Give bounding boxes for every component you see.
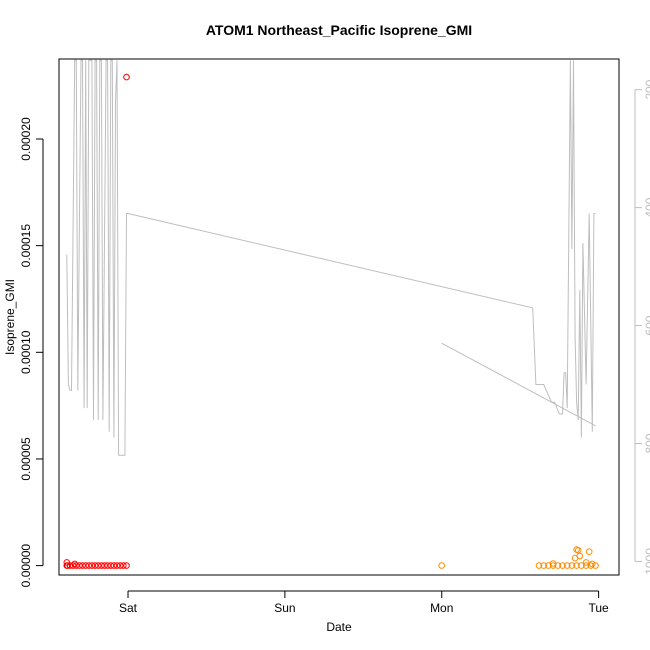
data-point	[123, 562, 130, 569]
y2-tick-label: 1000	[643, 548, 650, 575]
data-point	[574, 547, 582, 554]
data-point	[571, 554, 579, 562]
y2-axis: 200 400 600 800 1000	[634, 79, 650, 575]
data-point	[88, 562, 96, 569]
data-point	[592, 562, 599, 569]
data-point	[94, 562, 102, 569]
data-point	[101, 562, 108, 569]
data-point	[98, 562, 105, 569]
pressure-line-segment-0	[66, 59, 128, 456]
data-point	[563, 562, 571, 569]
y-axis-label: Isoprene_GMI	[3, 279, 17, 355]
y-tick-label: 0.00010	[19, 330, 33, 374]
data-point	[540, 562, 548, 569]
x-tick-label: Sun	[274, 601, 295, 615]
data-point	[85, 562, 93, 569]
data-point	[63, 559, 71, 566]
data-point	[578, 562, 585, 569]
pressure-line-group	[66, 59, 596, 456]
chart-title: ATOM1 Northeast_Pacific Isoprene_GMI	[206, 22, 472, 38]
data-point	[120, 562, 127, 569]
data-point	[113, 562, 121, 569]
x-axis: Sat Sun Mon Tue	[119, 590, 609, 615]
data-point	[110, 562, 118, 569]
x-tick-label: Sat	[119, 601, 138, 615]
y2-tick-label: 800	[643, 433, 650, 453]
data-point	[549, 560, 557, 567]
data-point	[438, 562, 446, 569]
y2-tick-label: 200	[643, 79, 650, 99]
data-point	[587, 562, 595, 569]
y-tick-label: 0.00020	[19, 117, 33, 161]
data-point	[568, 562, 576, 569]
y2-tick-label: 400	[643, 197, 650, 217]
y-tick-label: 0.00000	[19, 544, 33, 588]
y-axis: 0.00000 0.00005 0.00010 0.00015 0.00020	[19, 117, 44, 588]
data-point	[116, 562, 124, 569]
data-point	[549, 562, 557, 569]
data-point	[104, 562, 111, 569]
series-2	[438, 546, 599, 569]
y2-tick-label: 600	[643, 315, 650, 335]
data-point	[79, 562, 86, 569]
data-point	[107, 562, 115, 569]
data-point	[91, 562, 99, 569]
plot-frame	[58, 58, 620, 576]
data-point	[69, 562, 77, 569]
data-point	[535, 562, 543, 569]
data-point	[585, 548, 593, 556]
data-point	[82, 562, 89, 569]
data-point	[123, 73, 130, 81]
data-point	[582, 559, 590, 566]
data-point	[589, 560, 596, 568]
plot-layer	[63, 59, 599, 569]
data-point	[71, 560, 78, 568]
x-tick-label: Tue	[588, 601, 609, 615]
pressure-line-segment-2	[441, 342, 596, 427]
series-1	[63, 73, 130, 569]
data-point	[573, 562, 580, 569]
data-point	[582, 562, 590, 569]
y-tick-label: 0.00005	[19, 437, 33, 481]
data-point	[559, 562, 566, 569]
y-tick-label: 0.00015	[19, 224, 33, 268]
x-tick-label: Mon	[430, 601, 453, 615]
data-point	[73, 562, 80, 569]
x-axis-label: Date	[326, 620, 352, 634]
